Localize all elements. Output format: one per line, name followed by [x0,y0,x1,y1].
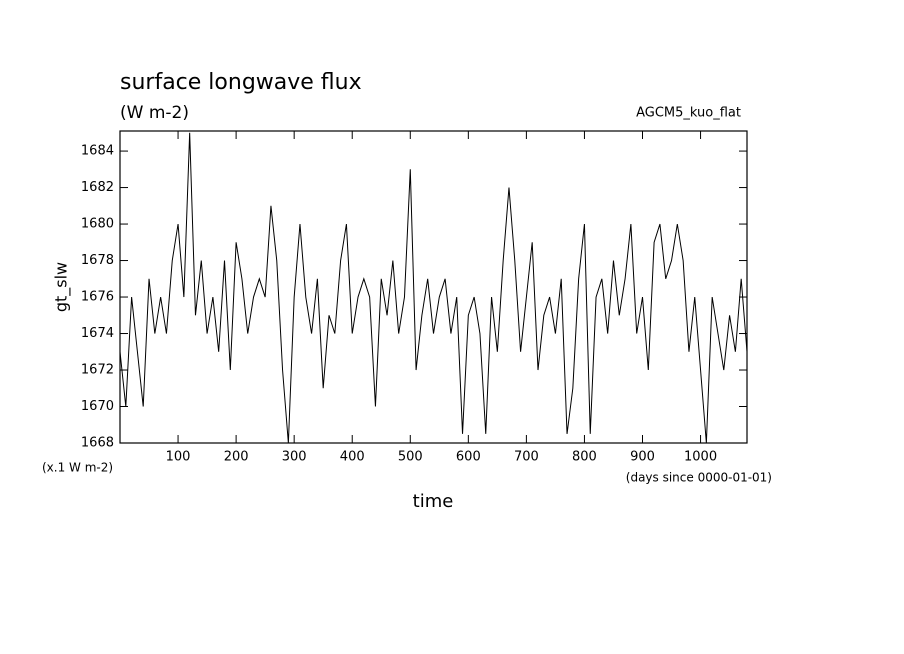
y-tick-label: 1672 [81,363,114,378]
x-tick-label: 800 [572,450,597,465]
x-unit-note: (days since 0000-01-01) [626,471,772,485]
plot-frame [119,130,748,444]
x-tick-label: 300 [282,450,307,465]
x-tick-label: 100 [166,450,191,465]
y-unit-note: (x.1 W m-2) [42,461,113,475]
y-tick-label: 1670 [81,399,114,414]
x-tick-label: 200 [224,450,249,465]
x-axis-label: time [413,491,454,512]
data-line [119,132,748,444]
y-axis-label: gt_slw [52,262,72,312]
y-tick-label: 1668 [81,436,114,451]
y-tick-label: 1674 [81,326,114,341]
y-tick-label: 1684 [81,144,114,159]
x-tick-label: 700 [514,450,539,465]
y-tick-label: 1680 [81,217,114,232]
x-tick-label: 1000 [684,450,717,465]
y-tick-label: 1682 [81,180,114,195]
y-tick-label: 1676 [81,290,114,305]
x-tick-label: 400 [340,450,365,465]
x-tick-label: 900 [630,450,655,465]
annotation: AGCM5_kuo_flat [636,106,741,121]
x-tick-label: 600 [456,450,481,465]
x-tick-label: 500 [398,450,423,465]
chart-subtitle: (W m-2) [120,103,189,123]
chart-title: surface longwave flux [120,70,362,95]
y-tick-label: 1678 [81,253,114,268]
